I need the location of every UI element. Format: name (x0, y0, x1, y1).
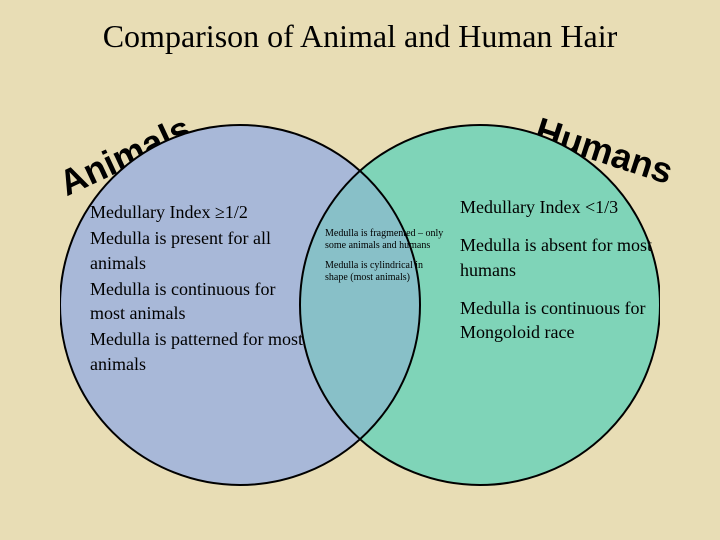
animals-text-block: Medullary Index ≥1/2 Medulla is present … (90, 200, 310, 378)
overlap-item: Medulla is fragmented – only some animal… (325, 228, 445, 252)
animals-item: Medulla is patterned for most animals (90, 327, 310, 376)
page-title: Comparison of Animal and Human Hair (0, 18, 720, 55)
humans-text-block: Medullary Index <1/3 Medulla is absent f… (460, 195, 670, 358)
overlap-text-block: Medulla is fragmented – only some animal… (325, 228, 445, 292)
humans-item: Medulla is continuous for Mongoloid race (460, 296, 670, 345)
animals-item: Medulla is present for all animals (90, 226, 310, 275)
overlap-item: Medulla is cylindrical in shape (most an… (325, 260, 445, 284)
animals-item: Medulla is continuous for most animals (90, 277, 310, 326)
humans-item: Medullary Index <1/3 (460, 195, 670, 219)
animals-item: Medullary Index ≥1/2 (90, 200, 310, 224)
humans-item: Medulla is absent for most humans (460, 233, 670, 282)
